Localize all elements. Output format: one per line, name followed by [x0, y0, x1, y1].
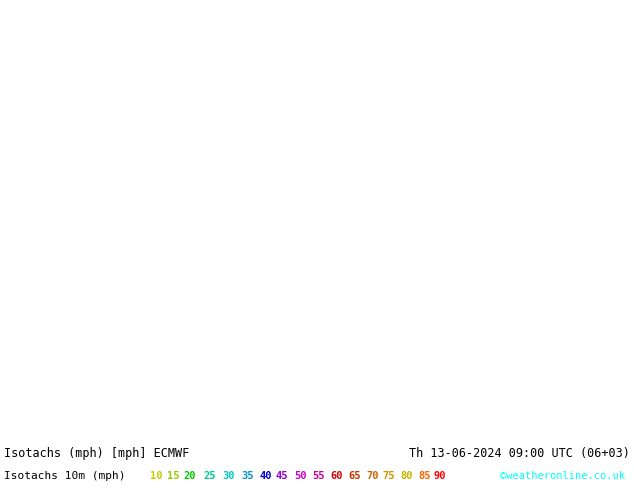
Text: ©weatheronline.co.uk: ©weatheronline.co.uk — [500, 471, 625, 481]
Text: 15: 15 — [167, 471, 179, 481]
Text: 75: 75 — [382, 471, 394, 481]
Text: 45: 45 — [276, 471, 288, 481]
Text: 60: 60 — [330, 471, 342, 481]
Text: 90: 90 — [434, 471, 446, 481]
Text: 10: 10 — [150, 471, 162, 481]
Text: 30: 30 — [222, 471, 235, 481]
Text: 80: 80 — [400, 471, 413, 481]
Text: 65: 65 — [348, 471, 361, 481]
Text: 25: 25 — [203, 471, 216, 481]
Text: 40: 40 — [259, 471, 271, 481]
Text: 35: 35 — [241, 471, 254, 481]
Text: 85: 85 — [418, 471, 430, 481]
Text: Th 13-06-2024 09:00 UTC (06+03): Th 13-06-2024 09:00 UTC (06+03) — [409, 447, 630, 460]
Text: 50: 50 — [294, 471, 306, 481]
Text: Isotachs (mph) [mph] ECMWF: Isotachs (mph) [mph] ECMWF — [4, 447, 190, 460]
Text: 20: 20 — [183, 471, 195, 481]
Text: Isotachs 10m (mph): Isotachs 10m (mph) — [4, 471, 126, 481]
Text: 70: 70 — [366, 471, 378, 481]
Text: 55: 55 — [312, 471, 325, 481]
